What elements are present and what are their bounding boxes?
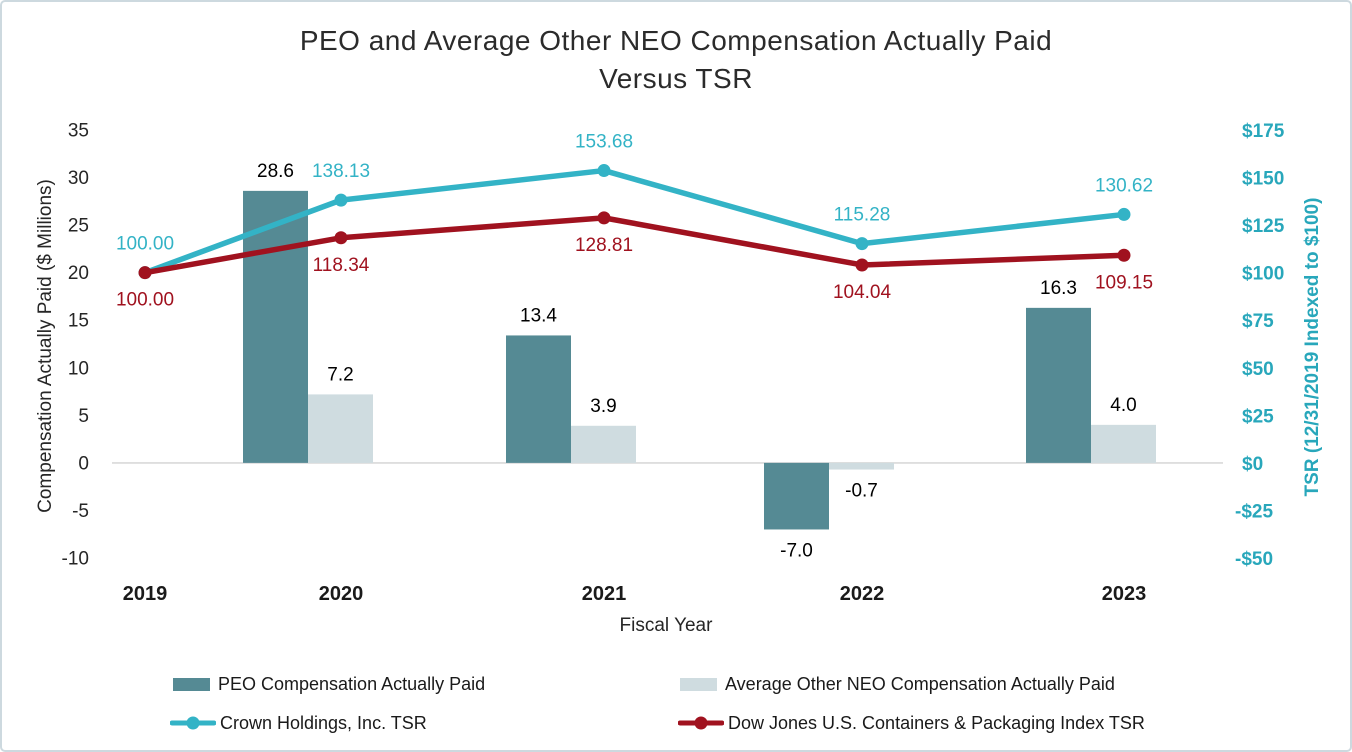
bar-value-label: -7.0 [780,540,813,561]
dowjones-tsr-point-2019 [138,266,152,280]
left-axis-tick-label: 30 [68,168,89,189]
peo-bar-2023 [1026,307,1091,463]
right-axis-tick-label: $150 [1242,169,1284,190]
left-axis-tick-label: 25 [68,216,89,237]
legend-item-crown-tsr: Crown Holdings, Inc. TSR [170,713,427,733]
crown-tsr-point-2021 [597,164,611,178]
right-axis-tick-label: $75 [1242,311,1274,332]
bar-value-label: 7.2 [327,364,353,385]
tsr-value-label: 118.34 [313,255,370,276]
right-axis-tick-label: $50 [1242,359,1274,380]
neo-bar-2022 [829,462,894,470]
crown-tsr-point-2022 [855,237,869,251]
chart-title-line2: Versus TSR [599,63,753,94]
dowjones-tsr-point-2020 [334,231,348,245]
peo-bar-swatch [173,677,210,691]
x-axis-label-2023: 2023 [1102,583,1147,605]
dowjones-tsr-point-2023 [1117,248,1131,262]
tsr-value-label: 104.04 [833,282,892,303]
left-axis-tick-label: 20 [68,263,89,284]
peo-bar-2021 [506,335,571,463]
neo-bar-2020 [308,394,373,463]
dowjones-tsr-point-2021 [597,211,611,225]
peo-bar-2020 [243,190,308,463]
peo-bar-2022 [764,462,829,530]
x-axis-label-2019: 2019 [123,583,168,605]
crown-tsr-point-2020 [334,193,348,207]
bar-value-label: 4.0 [1110,395,1136,416]
left-axis-tick-label: 5 [78,406,89,427]
chart-title: PEO and Average Other NEO Compensation A… [2,22,1350,98]
bar-value-label: -0.7 [845,481,878,502]
right-axis-tick-label: $0 [1242,454,1263,475]
bar-value-label: 28.6 [257,161,294,182]
tsr-value-label: 153.68 [575,132,633,153]
neo-bar-2023 [1091,424,1156,463]
legend-item-peo: PEO Compensation Actually Paid [173,674,485,694]
x-axis-label-2021: 2021 [582,583,627,605]
dowjones-tsr-point-2022 [855,258,869,272]
crown-tsr-point-2023 [1117,207,1131,221]
tsr-value-label: 138.13 [312,161,370,182]
legend-label-peo: PEO Compensation Actually Paid [218,673,486,694]
right-axis-tick-label: -$50 [1235,549,1273,570]
left-axis-tick-label: -10 [62,549,89,570]
legend-label-dowjones-tsr: Dow Jones U.S. Containers & Packaging In… [728,712,1145,733]
neo-bar-swatch [680,677,717,691]
right-axis-tick-label: $25 [1242,406,1274,427]
dowjones-tsr-line-marker [678,716,724,730]
left-axis-title: Compensation Actually Paid ($ Millions) [35,179,56,513]
bar-value-label: 13.4 [520,305,557,326]
x-axis-label-2022: 2022 [840,583,885,605]
legend-label-crown-tsr: Crown Holdings, Inc. TSR [220,712,427,733]
legend-item-dowjones-tsr: Dow Jones U.S. Containers & Packaging In… [678,713,1145,733]
right-axis-tick-label: $175 [1242,121,1285,142]
left-axis-tick-label: 0 [78,453,89,474]
neo-bar-2021 [571,425,636,463]
left-axis-tick-label: 35 [68,121,89,142]
tsr-value-label: 100.00 [116,234,174,255]
bar-value-label: 3.9 [590,396,616,417]
left-axis-tick-label: 15 [68,311,89,332]
legend-label-neo: Average Other NEO Compensation Actually … [725,673,1115,694]
left-axis-tick-label: -5 [72,501,89,522]
bar-value-label: 16.3 [1040,278,1077,299]
legend-item-neo: Average Other NEO Compensation Actually … [680,674,1115,694]
crown-tsr-line-marker [170,716,216,730]
right-axis-title: TSR (12/31/2019 Indexed to $100) [1302,198,1323,497]
tsr-value-label: 115.28 [834,205,891,226]
right-axis-tick-label: $100 [1242,264,1284,285]
x-axis-label-2020: 2020 [319,583,364,605]
right-axis-tick-label: $125 [1242,216,1285,237]
tsr-value-label: 128.81 [575,235,633,256]
x-axis-title: Fiscal Year [620,615,714,636]
right-axis-tick-label: -$25 [1235,501,1273,522]
tsr-value-label: 100.00 [116,290,174,311]
tsr-value-label: 109.15 [1095,272,1153,293]
tsr-value-label: 130.62 [1095,175,1153,196]
left-axis-tick-label: 10 [68,358,89,379]
chart-title-line1: PEO and Average Other NEO Compensation A… [299,25,1053,56]
